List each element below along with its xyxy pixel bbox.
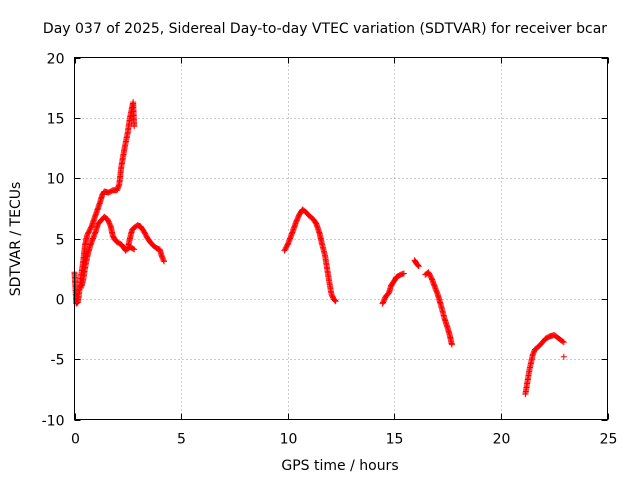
data-point xyxy=(130,245,137,252)
plot-frame xyxy=(74,57,608,420)
data-point xyxy=(415,263,422,270)
x-tick-label: 10 xyxy=(280,432,298,448)
x-axis-label: GPS time / hours xyxy=(281,458,398,474)
y-tick-label: -5 xyxy=(51,353,65,369)
data-point xyxy=(560,339,567,346)
data-point xyxy=(560,353,567,360)
x-tick-label: 0 xyxy=(71,432,80,448)
y-tick-label: 5 xyxy=(56,233,65,249)
axis-ticks xyxy=(74,57,609,421)
x-tick-label: 25 xyxy=(600,432,618,448)
data-point xyxy=(448,341,455,348)
data-point xyxy=(400,270,407,277)
grid-lines xyxy=(74,57,608,420)
data-point xyxy=(332,298,339,305)
y-tick-label: 10 xyxy=(47,172,65,188)
data-point xyxy=(160,257,167,264)
data-point xyxy=(559,338,566,345)
y-tick-label: 0 xyxy=(56,293,65,309)
x-tick-label: 20 xyxy=(493,432,511,448)
x-tick-label: 15 xyxy=(386,432,404,448)
y-axis-label: SDTVAR / TECUs xyxy=(8,182,24,297)
data-point xyxy=(415,262,422,269)
y-tick-label: 20 xyxy=(47,52,65,68)
data-points xyxy=(71,99,567,398)
x-tick-labels: 0 5 10 15 20 25 xyxy=(71,432,617,448)
data-point xyxy=(131,246,138,253)
y-tick-labels: -10 -5 0 5 10 15 20 xyxy=(42,52,65,430)
data-point xyxy=(161,258,168,265)
data-point xyxy=(131,123,138,130)
y-tick-label: 15 xyxy=(47,112,65,128)
data-point xyxy=(331,297,338,304)
x-tick-label: 5 xyxy=(177,432,186,448)
chart-title: Day 037 of 2025, Sidereal Day-to-day VTE… xyxy=(43,21,607,37)
y-tick-label: -10 xyxy=(42,414,65,430)
